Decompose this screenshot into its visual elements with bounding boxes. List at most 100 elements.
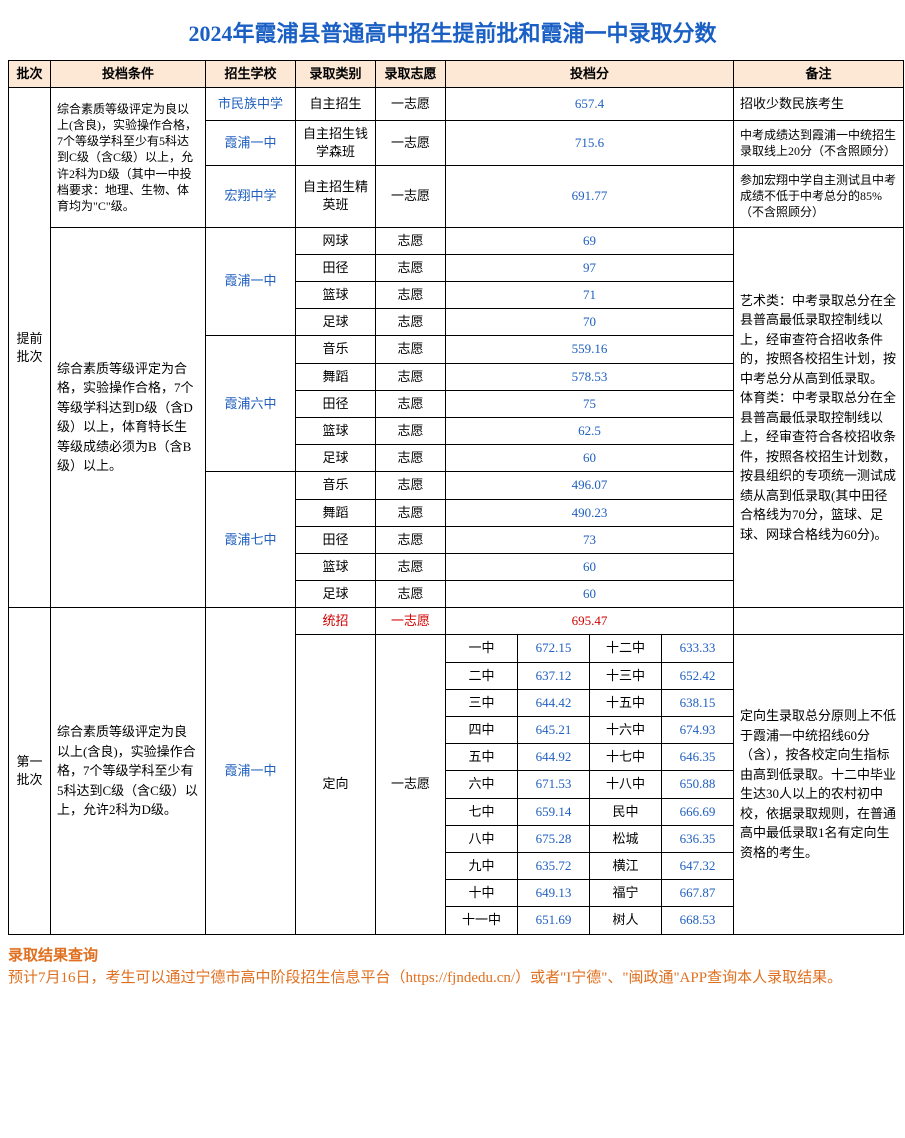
dx-school-r: 十三中 — [590, 662, 662, 689]
dx-school-l: 十一中 — [446, 907, 518, 934]
cond1: 综合素质等级评定为良以上(含良)，实验操作合格，7个等级学科至少有5科达到C级（… — [51, 88, 206, 227]
score: 97 — [446, 254, 734, 281]
score-tongzhao: 695.47 — [446, 608, 734, 635]
dx-score-r: 674.93 — [662, 717, 734, 744]
dx-score-r: 638.15 — [662, 689, 734, 716]
score: 73 — [446, 526, 734, 553]
category-dingxiang: 定向 — [296, 635, 376, 934]
dx-school-l: 一中 — [446, 635, 518, 662]
school: 霞浦一中 — [206, 608, 296, 934]
col-batch: 批次 — [9, 61, 51, 88]
dx-score-l: 672.15 — [518, 635, 590, 662]
dx-school-r: 民中 — [590, 798, 662, 825]
dx-school-r: 松城 — [590, 825, 662, 852]
remark: 招收少数民族考生 — [734, 88, 904, 121]
wish: 志愿 — [376, 581, 446, 608]
category: 舞蹈 — [296, 499, 376, 526]
dx-school-l: 八中 — [446, 825, 518, 852]
dx-score-r: 636.35 — [662, 825, 734, 852]
col-condition: 投档条件 — [51, 61, 206, 88]
wish: 志愿 — [376, 445, 446, 472]
dx-score-l: 649.13 — [518, 880, 590, 907]
category: 舞蹈 — [296, 363, 376, 390]
dx-school-l: 九中 — [446, 852, 518, 879]
school: 霞浦七中 — [206, 472, 296, 608]
score: 691.77 — [446, 166, 734, 228]
batch-first: 第一批次 — [9, 608, 51, 934]
score: 715.6 — [446, 120, 734, 165]
col-category: 录取类别 — [296, 61, 376, 88]
dx-school-r: 树人 — [590, 907, 662, 934]
score: 657.4 — [446, 88, 734, 121]
dx-score-l: 637.12 — [518, 662, 590, 689]
dx-school-l: 二中 — [446, 662, 518, 689]
school: 市民族中学 — [206, 88, 296, 121]
score: 75 — [446, 390, 734, 417]
dx-school-r: 福宁 — [590, 880, 662, 907]
remark: 参加宏翔中学自主测试且中考成绩不低于中考总分的85%（不含照顾分） — [734, 166, 904, 228]
page-title: 2024年霞浦县普通高中招生提前批和霞浦一中录取分数 — [8, 16, 897, 48]
footer-title: 录取结果查询 — [8, 945, 897, 968]
category: 自主招生钱学森班 — [296, 120, 376, 165]
wish: 一志愿 — [376, 88, 446, 121]
dx-school-l: 五中 — [446, 744, 518, 771]
dx-score-r: 646.35 — [662, 744, 734, 771]
school: 霞浦六中 — [206, 336, 296, 472]
school: 霞浦一中 — [206, 120, 296, 165]
wish: 志愿 — [376, 499, 446, 526]
dx-score-l: 635.72 — [518, 852, 590, 879]
category: 田径 — [296, 254, 376, 281]
score: 60 — [446, 445, 734, 472]
wish: 志愿 — [376, 309, 446, 336]
score: 70 — [446, 309, 734, 336]
wish: 志愿 — [376, 227, 446, 254]
dx-score-l: 659.14 — [518, 798, 590, 825]
wish: 志愿 — [376, 282, 446, 309]
dx-score-r: 668.53 — [662, 907, 734, 934]
col-wish: 录取志愿 — [376, 61, 446, 88]
wish: 志愿 — [376, 417, 446, 444]
dx-school-l: 三中 — [446, 689, 518, 716]
wish: 志愿 — [376, 254, 446, 281]
footer-body: 预计7月16日，考生可以通过宁德市高中阶段招生信息平台（https://fjnd… — [8, 967, 897, 990]
col-remark: 备注 — [734, 61, 904, 88]
dx-school-r: 十六中 — [590, 717, 662, 744]
dx-score-r: 647.32 — [662, 852, 734, 879]
score: 559.16 — [446, 336, 734, 363]
category: 足球 — [296, 309, 376, 336]
col-school: 招生学校 — [206, 61, 296, 88]
wish: 志愿 — [376, 553, 446, 580]
dx-school-r: 十八中 — [590, 771, 662, 798]
category: 音乐 — [296, 472, 376, 499]
footer: 录取结果查询 预计7月16日，考生可以通过宁德市高中阶段招生信息平台（https… — [8, 945, 897, 990]
wish: 一志愿 — [376, 166, 446, 228]
category: 足球 — [296, 445, 376, 472]
batch-pre: 提前批次 — [9, 88, 51, 608]
dx-school-l: 四中 — [446, 717, 518, 744]
category: 田径 — [296, 526, 376, 553]
score: 490.23 — [446, 499, 734, 526]
score: 71 — [446, 282, 734, 309]
remark-empty — [734, 608, 904, 635]
dx-school-r: 十二中 — [590, 635, 662, 662]
category: 篮球 — [296, 553, 376, 580]
cond2: 综合素质等级评定为合格，实验操作合格，7个等级学科达到D级（含D级）以上，体育特… — [51, 227, 206, 608]
score: 69 — [446, 227, 734, 254]
col-score: 投档分 — [446, 61, 734, 88]
score: 60 — [446, 553, 734, 580]
dx-score-r: 667.87 — [662, 880, 734, 907]
category: 音乐 — [296, 336, 376, 363]
dx-score-l: 651.69 — [518, 907, 590, 934]
wish: 志愿 — [376, 472, 446, 499]
score: 60 — [446, 581, 734, 608]
dx-score-l: 644.92 — [518, 744, 590, 771]
category: 篮球 — [296, 417, 376, 444]
school: 宏翔中学 — [206, 166, 296, 228]
wish: 志愿 — [376, 363, 446, 390]
category: 足球 — [296, 581, 376, 608]
dx-school-r: 十七中 — [590, 744, 662, 771]
wish-dingxiang: 一志愿 — [376, 635, 446, 934]
category: 自主招生 — [296, 88, 376, 121]
admission-table: 批次 投档条件 招生学校 录取类别 录取志愿 投档分 备注 提前批次综合素质等级… — [8, 60, 904, 935]
dx-school-r: 横江 — [590, 852, 662, 879]
